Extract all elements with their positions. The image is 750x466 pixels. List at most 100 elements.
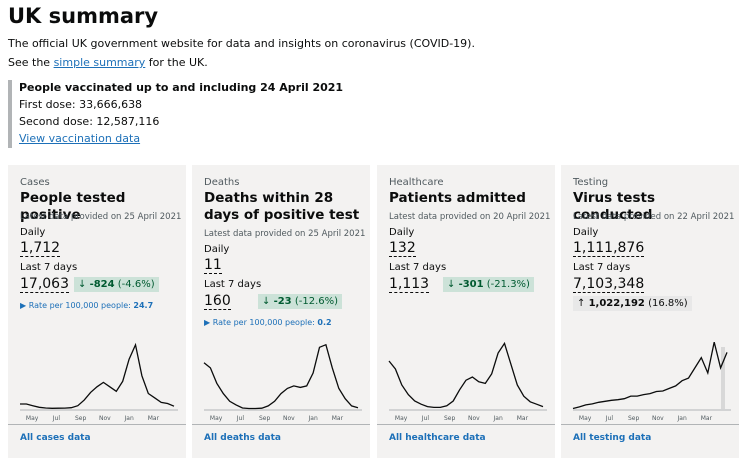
- week-value: 7,103,348: [573, 276, 645, 293]
- month-label: Jul: [421, 415, 430, 422]
- inset-border: [8, 80, 12, 148]
- change-badge: ↓ -301 (-21.3%): [443, 277, 534, 292]
- arrow-icon: ↓: [447, 279, 459, 290]
- card-link[interactable]: All testing data: [573, 433, 652, 443]
- sparkline: May Jul Sep Nov Jan Mar: [388, 341, 547, 422]
- label: Second dose:: [19, 115, 93, 128]
- card-link[interactable]: All cases data: [20, 433, 91, 443]
- month-label: Sep: [259, 415, 271, 422]
- updated: Latest data provided on 22 April 2021: [573, 212, 735, 222]
- change: 1,022,192: [588, 298, 645, 309]
- daily-label: Daily: [389, 227, 415, 238]
- page-title: UK summary: [8, 4, 159, 28]
- rate-label: Rate per 100,000 people:: [28, 301, 131, 310]
- arrow-icon: ↓: [262, 296, 274, 307]
- month-label: May: [26, 415, 39, 422]
- see-line: See the simple summary for the UK.: [8, 56, 208, 69]
- month-label: May: [210, 415, 223, 422]
- rate-value: 0.2: [317, 318, 332, 327]
- toggle-icon: ▶: [20, 301, 29, 310]
- card: Cases People tested positive Latest data p…: [8, 165, 186, 458]
- week-label: Last 7 days: [573, 262, 631, 273]
- change-pct: (-4.6%): [117, 279, 155, 290]
- week-label: Last 7 days: [389, 262, 447, 273]
- week-value: 17,063: [20, 276, 69, 293]
- change-badge: ↓ -824 (-4.6%): [74, 277, 159, 292]
- card-link[interactable]: All deaths data: [204, 433, 281, 443]
- updated: Latest data provided on 25 April 2021: [204, 229, 366, 239]
- week-value: 160: [204, 293, 231, 310]
- caption: Testing: [573, 177, 609, 188]
- first-dose: First dose: 33,666,638: [19, 98, 142, 111]
- daily-value: 132: [389, 240, 416, 257]
- toggle-icon: ▶: [204, 318, 213, 327]
- caption: Deaths: [204, 177, 240, 188]
- rate[interactable]: ▶ Rate per 100,000 people: 0.2: [204, 318, 332, 327]
- card-link[interactable]: All healthcare data: [389, 433, 486, 443]
- card: Healthcare Patients admitted Latest data p…: [377, 165, 555, 458]
- value: 12,587,116: [96, 115, 160, 128]
- month-label: Jan: [493, 415, 503, 422]
- arrow-icon: ↑: [577, 298, 589, 309]
- trend-line: [572, 341, 728, 410]
- trend-line: [20, 342, 175, 409]
- updated: Latest data provided on 25 April 2021: [20, 212, 182, 222]
- card: Testing Virus tests conducted Latest data …: [561, 165, 739, 458]
- sparkline: May Jul Sep Nov Jan Mar: [203, 343, 362, 422]
- month-label: May: [579, 415, 592, 422]
- daily-value: 11: [204, 257, 222, 274]
- change-pct: (-12.6%): [294, 296, 339, 307]
- month-label: May: [395, 415, 408, 422]
- change-badge: ↑ 1,022,192 (16.8%): [573, 296, 692, 311]
- month-label: Jan: [677, 415, 687, 422]
- card-title: Virus tests conducted: [573, 190, 655, 223]
- month-label: Jul: [605, 415, 614, 422]
- trend-line: [388, 341, 544, 409]
- sparkline: May Jul Sep Nov Jan Mar: [20, 342, 178, 422]
- change: -301: [458, 279, 484, 290]
- vacc-link[interactable]: View vaccination data: [19, 132, 141, 145]
- updated: Latest data provided on 20 April 2021: [389, 212, 551, 222]
- value: 33,666,638: [79, 98, 143, 111]
- card-title: People tested positive: [20, 190, 126, 223]
- card: Deaths Deaths within 28 days of positive …: [192, 165, 370, 458]
- month-label: Nov: [283, 415, 295, 422]
- week-value: 1,113: [389, 276, 430, 293]
- card-title: Deaths within 28 days of positive test: [204, 190, 360, 223]
- change-pct: (16.8%): [648, 298, 688, 309]
- month-label: Nov: [99, 415, 111, 422]
- daily-value: 1,712: [20, 240, 61, 257]
- sparkline: May Jul Sep Nov Jan Mar: [572, 341, 731, 422]
- month-label: Mar: [517, 415, 529, 422]
- month-label: Jul: [236, 415, 245, 422]
- label: First dose:: [19, 98, 76, 111]
- month-label: Jan: [124, 415, 134, 422]
- rate-label: Rate per 100,000 people:: [212, 318, 315, 327]
- link[interactable]: simple summary: [53, 56, 146, 69]
- week-label: Last 7 days: [20, 262, 78, 273]
- text: for the UK.: [148, 56, 208, 69]
- month-label: Mar: [701, 415, 713, 422]
- rate-value: 24.7: [133, 301, 154, 310]
- vacc-heading: People vaccinated up to and including 24…: [19, 81, 344, 94]
- month-label: Jul: [52, 415, 61, 422]
- daily-label: Daily: [204, 244, 230, 255]
- trend-line: [203, 343, 359, 410]
- month-label: Mar: [332, 415, 344, 422]
- daily-label: Daily: [20, 227, 46, 238]
- month-label: Sep: [75, 415, 87, 422]
- month-label: Mar: [148, 415, 160, 422]
- card-title: Patients admitted: [389, 190, 526, 206]
- month-label: Nov: [652, 415, 664, 422]
- description: The official UK government website for d…: [8, 37, 475, 50]
- caption: Cases: [20, 177, 50, 188]
- daily-label: Daily: [573, 227, 599, 238]
- divider: [377, 424, 555, 425]
- text: See the: [8, 56, 51, 69]
- change: -824: [89, 279, 115, 290]
- divider: [192, 424, 370, 425]
- month-label: Jan: [308, 415, 318, 422]
- divider: [8, 424, 186, 425]
- rate[interactable]: ▶ Rate per 100,000 people: 24.7: [20, 301, 153, 310]
